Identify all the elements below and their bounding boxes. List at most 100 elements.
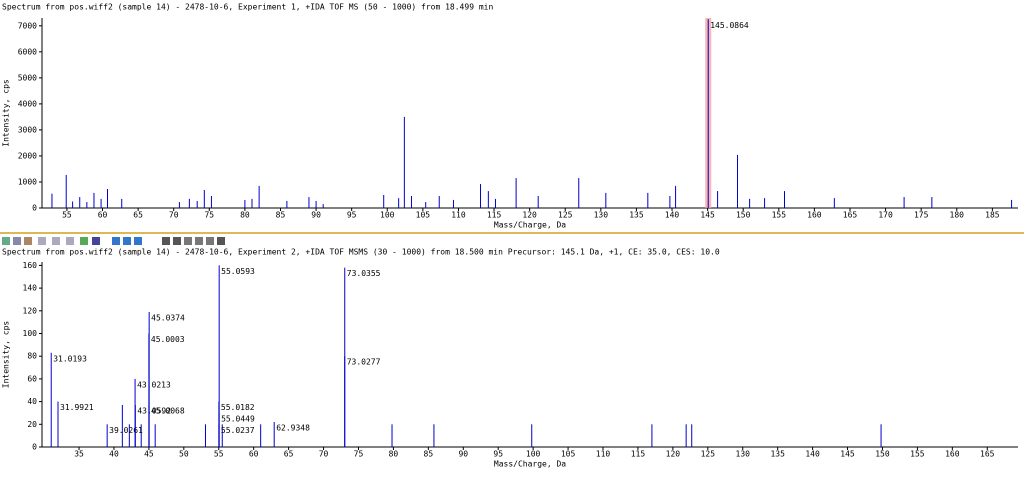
x-tick-label: 125 xyxy=(558,211,573,220)
y-tick-label: 40 xyxy=(27,397,37,406)
tool-icon[interactable] xyxy=(80,237,88,245)
y-tick-label: 60 xyxy=(27,374,37,383)
x-tick-label: 180 xyxy=(950,211,965,220)
x-tick-label: 45 xyxy=(144,450,154,459)
peak-label: 73.0277 xyxy=(347,358,381,367)
peak-label: 55.0449 xyxy=(221,414,255,423)
y-tick-label: 2000 xyxy=(18,151,37,160)
x-tick-label: 65 xyxy=(133,211,143,220)
x-tick-label: 70 xyxy=(169,211,179,220)
x-tick-label: 125 xyxy=(701,450,716,459)
tool-icon[interactable] xyxy=(195,237,203,245)
x-tick-label: 95 xyxy=(493,450,503,459)
y-tick-label: 160 xyxy=(23,261,38,270)
chart-title: Spectrum from pos.wiff2 (sample 14) - 24… xyxy=(2,3,493,12)
peak-label: 145.0864 xyxy=(710,21,749,30)
y-tick-label: 5000 xyxy=(18,73,37,82)
x-tick-label: 135 xyxy=(629,211,644,220)
peak-label: 55.0593 xyxy=(221,267,255,276)
tool-icon[interactable] xyxy=(184,237,192,245)
x-tick-label: 55 xyxy=(62,211,72,220)
x-tick-label: 165 xyxy=(843,211,858,220)
x-tick-label: 65 xyxy=(284,450,294,459)
x-tick-label: 150 xyxy=(875,450,890,459)
y-tick-label: 1000 xyxy=(18,177,37,186)
x-tick-label: 110 xyxy=(451,211,466,220)
tool-icon[interactable] xyxy=(92,237,100,245)
x-tick-label: 60 xyxy=(98,211,108,220)
tool-icon[interactable] xyxy=(206,237,214,245)
x-tick-label: 85 xyxy=(276,211,286,220)
x-tick-label: 35 xyxy=(74,450,84,459)
x-tick-label: 145 xyxy=(840,450,855,459)
y-tick-label: 0 xyxy=(32,204,37,213)
x-tick-label: 170 xyxy=(878,211,893,220)
tool-icon[interactable] xyxy=(13,237,21,245)
peak-label: 43.0592 xyxy=(137,407,171,416)
toolbar xyxy=(2,237,225,245)
x-tick-label: 165 xyxy=(980,450,995,459)
x-tick-label: 105 xyxy=(561,450,576,459)
x-tick-label: 185 xyxy=(985,211,1000,220)
x-axis-label: Mass/Charge, Da xyxy=(494,460,566,469)
tool-icon[interactable] xyxy=(173,237,181,245)
x-tick-label: 105 xyxy=(416,211,431,220)
x-tick-label: 90 xyxy=(458,450,468,459)
x-tick-label: 75 xyxy=(204,211,214,220)
tool-icon[interactable] xyxy=(162,237,170,245)
tool-icon[interactable] xyxy=(66,237,74,245)
x-tick-label: 60 xyxy=(249,450,259,459)
y-tick-label: 100 xyxy=(23,329,38,338)
x-tick-label: 120 xyxy=(666,450,681,459)
tool-icon[interactable] xyxy=(24,237,32,245)
peak-label: 45.0068 xyxy=(151,407,185,416)
x-tick-label: 140 xyxy=(805,450,820,459)
x-tick-label: 175 xyxy=(914,211,929,220)
y-tick-label: 0 xyxy=(32,443,37,452)
peak-label: 55.0237 xyxy=(221,426,255,435)
peak-label: 73.0355 xyxy=(347,269,381,278)
peak-label: 62.9348 xyxy=(276,424,310,433)
peak-label: 43.0213 xyxy=(137,380,171,389)
x-tick-label: 110 xyxy=(596,450,611,459)
tool-icon[interactable] xyxy=(123,237,131,245)
x-tick-label: 160 xyxy=(945,450,960,459)
peak-label: 31.9921 xyxy=(60,403,94,412)
x-tick-label: 80 xyxy=(240,211,250,220)
x-tick-label: 80 xyxy=(389,450,399,459)
x-tick-label: 50 xyxy=(179,450,189,459)
peak-label: 45.0003 xyxy=(151,335,185,344)
peak-label: 39.0261 xyxy=(109,426,143,435)
tool-icon[interactable] xyxy=(38,237,46,245)
x-tick-label: 155 xyxy=(910,450,925,459)
chart-title: Spectrum from pos.wiff2 (sample 14) - 24… xyxy=(2,248,720,257)
x-tick-label: 85 xyxy=(424,450,434,459)
x-axis-label: Mass/Charge, Da xyxy=(494,221,566,230)
tool-icon[interactable] xyxy=(112,237,120,245)
x-tick-label: 155 xyxy=(772,211,787,220)
tool-icon[interactable] xyxy=(52,237,60,245)
x-tick-label: 40 xyxy=(109,450,119,459)
y-tick-label: 6000 xyxy=(18,47,37,56)
x-tick-label: 100 xyxy=(380,211,395,220)
x-tick-label: 55 xyxy=(214,450,224,459)
tool-icon[interactable] xyxy=(2,237,10,245)
peak-label: 45.0374 xyxy=(151,313,185,322)
x-tick-label: 100 xyxy=(526,450,541,459)
tool-icon[interactable] xyxy=(217,237,225,245)
x-tick-label: 140 xyxy=(665,211,680,220)
x-tick-label: 115 xyxy=(487,211,502,220)
x-tick-label: 90 xyxy=(311,211,321,220)
x-tick-label: 130 xyxy=(736,450,751,459)
x-tick-label: 120 xyxy=(522,211,537,220)
peak-label: 31.0193 xyxy=(53,354,87,363)
y-tick-label: 3000 xyxy=(18,125,37,134)
x-tick-label: 115 xyxy=(631,450,646,459)
y-tick-label: 20 xyxy=(27,420,37,429)
tool-icon[interactable] xyxy=(134,237,142,245)
peak-label: 55.0182 xyxy=(221,403,255,412)
x-tick-label: 135 xyxy=(770,450,785,459)
y-tick-label: 4000 xyxy=(18,99,37,108)
